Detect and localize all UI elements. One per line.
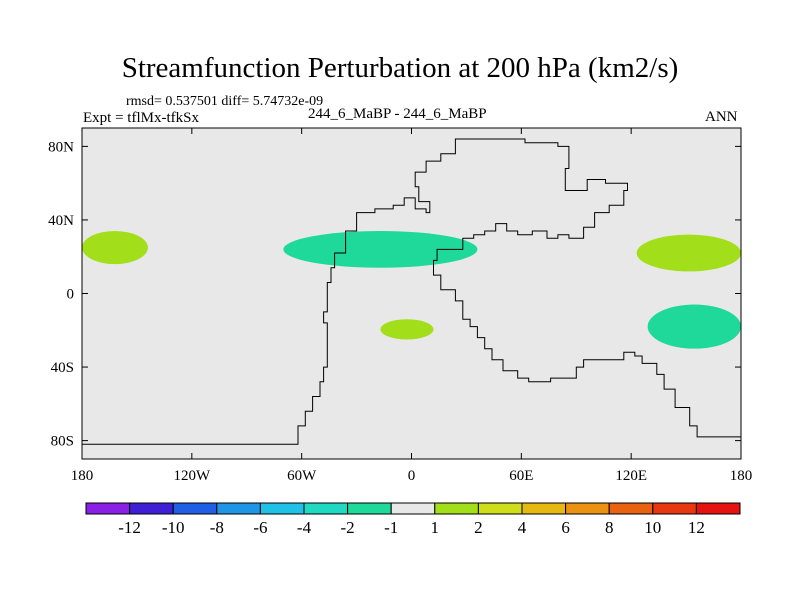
colorbar-label: -2 <box>341 518 355 537</box>
y-tick-label: 80N <box>48 139 74 155</box>
colorbar-label: 8 <box>605 518 614 537</box>
experiment-label: Expt = tflMx-tfkSx <box>83 110 199 126</box>
map-background <box>82 128 741 459</box>
colorbar-label: 12 <box>688 518 705 537</box>
colorbar-label: -12 <box>118 518 141 537</box>
colorbar-label: -10 <box>162 518 185 537</box>
colorbar-swatch <box>695 502 741 515</box>
season-label: ANN <box>705 109 738 125</box>
x-tick-label: 180 <box>71 468 94 484</box>
positive-anomaly-atlantic-south <box>380 319 434 340</box>
colorbar-label: 10 <box>644 518 661 537</box>
stats-line: rmsd= 0.537501 diff= 5.74732e-09 <box>126 94 324 109</box>
chart-title: Streamfunction Perturbation at 200 hPa (… <box>121 52 679 84</box>
colorbar-swatch <box>259 502 305 515</box>
y-tick-label: 0 <box>67 287 75 303</box>
x-tick-label: 0 <box>408 468 416 484</box>
positive-anomaly-west-pacific <box>82 230 148 265</box>
colorbar-swatch <box>521 502 567 515</box>
x-tick-label: 120W <box>173 468 211 484</box>
x-tick-label: 120E <box>615 468 647 484</box>
colorbar-swatch <box>216 502 261 515</box>
runs-label: 244_6_MaBP - 244_6_MaBP <box>308 106 487 122</box>
colorbar-swatch <box>129 502 174 515</box>
colorbar-swatch <box>565 502 610 515</box>
y-tick-label: 80S <box>51 434 74 450</box>
colorbar-label: 6 <box>561 518 570 537</box>
colorbar-swatch <box>303 502 349 515</box>
colorbar-label: 2 <box>474 518 483 537</box>
colorbar-label: 1 <box>431 518 440 537</box>
x-tick-label: 60W <box>287 468 317 484</box>
colorbar-label: -1 <box>384 518 398 537</box>
positive-anomaly-pacific-north <box>636 234 741 272</box>
colorbar-swatch <box>347 502 392 515</box>
colorbar-label: 4 <box>518 518 527 537</box>
colorbar-swatch <box>172 502 218 515</box>
negative-anomaly-atlantic-north <box>283 230 478 268</box>
colorbar-swatch <box>434 502 479 515</box>
colorbar-swatch <box>608 502 654 515</box>
coastline-outline <box>82 138 742 445</box>
colorbar-swatch <box>390 502 436 515</box>
y-tick-label: 40N <box>48 213 74 229</box>
x-tick-label: 180 <box>730 468 753 484</box>
colorbar-label: -8 <box>210 518 224 537</box>
negative-anomaly-pacific-south <box>647 304 742 349</box>
colorbar-swatch <box>652 502 697 515</box>
colorbar-label: -4 <box>297 518 312 537</box>
colorbar-swatch <box>85 502 131 515</box>
y-tick-label: 40S <box>51 360 74 376</box>
colorbar-swatch <box>477 502 523 515</box>
x-tick-label: 60E <box>509 468 533 484</box>
colorbar-label: -6 <box>253 518 267 537</box>
